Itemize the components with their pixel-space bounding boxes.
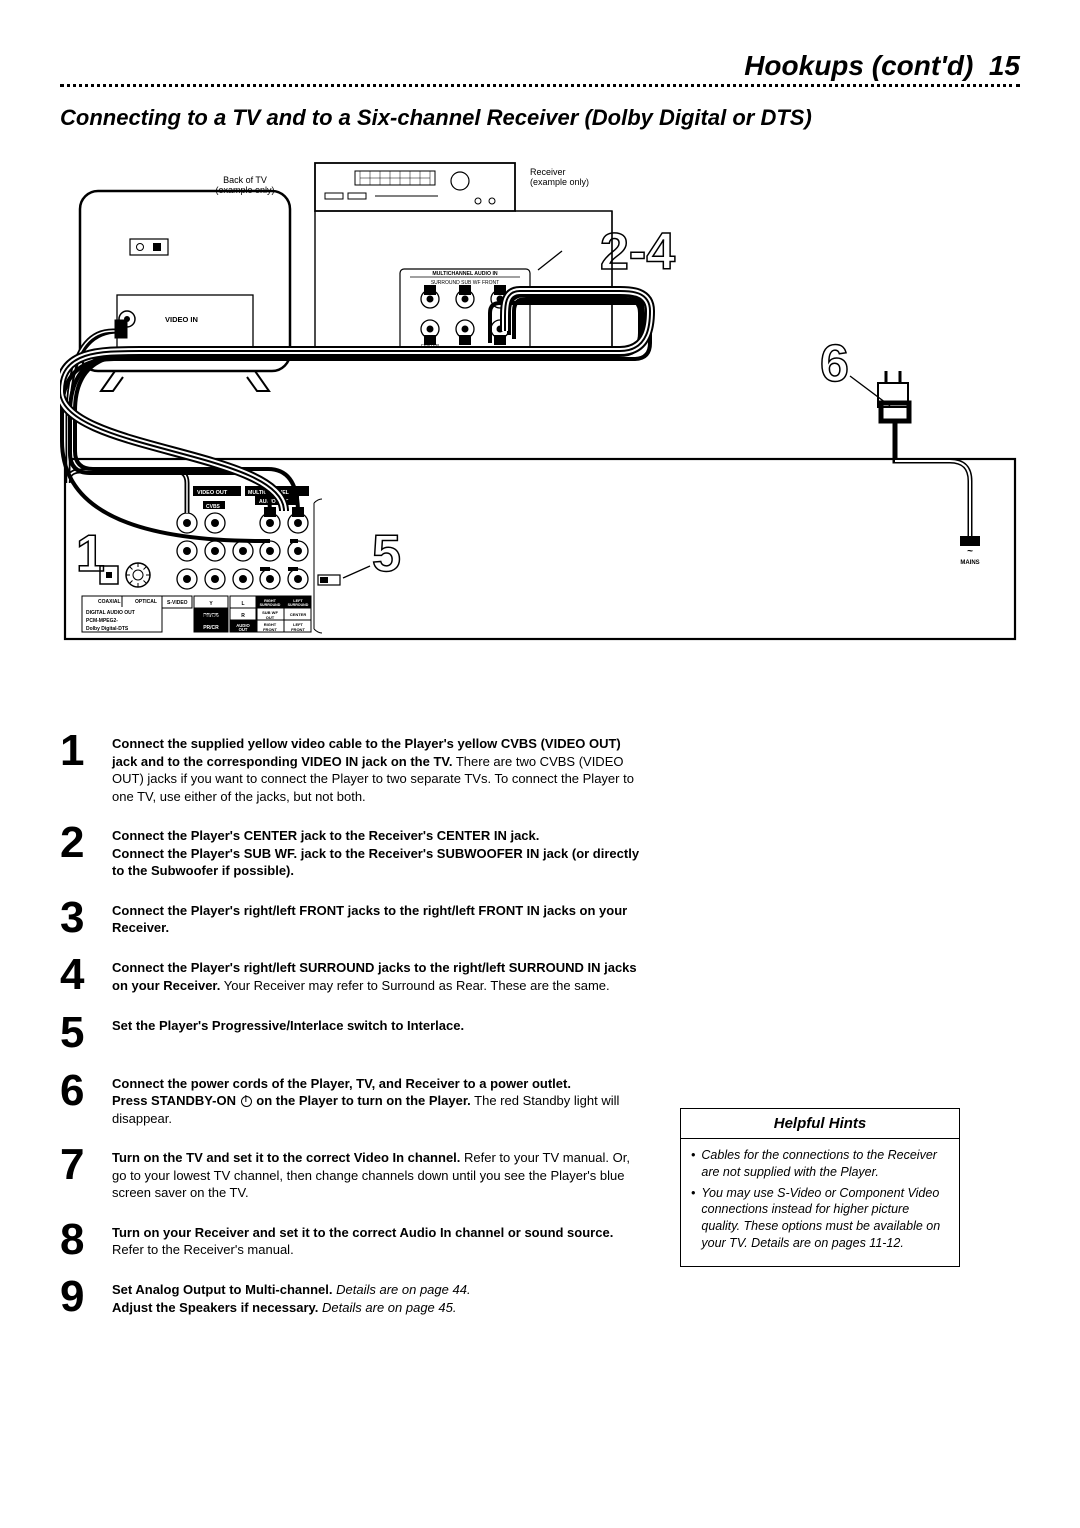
hints-body: Cables for the connections to the Receiv… [681,1139,959,1266]
diagram-svg: Back of TV (example only) VIDEO IN Recei… [60,151,1020,671]
hint-item: Cables for the connections to the Receiv… [691,1147,949,1181]
header-title: Hookups (cont'd) [744,50,973,81]
page-number: 15 [989,50,1020,81]
svg-text:S-VIDEO: S-VIDEO [167,600,188,606]
svg-text:OUT: OUT [266,615,275,620]
step-8: 8 Turn on your Receiver and set it to th… [60,1220,640,1260]
svg-text:6: 6 [820,335,849,393]
svg-text:Y: Y [209,601,213,607]
svg-text:R: R [241,613,245,619]
step-number: 4 [60,955,112,995]
page-header: Hookups (cont'd) 15 [60,50,1020,82]
step-number: 8 [60,1220,112,1260]
svg-text:FRONT: FRONT [291,627,305,632]
step-text: Connect the Player's right/left FRONT ja… [112,898,640,937]
svg-text:VIDEO OUT: VIDEO OUT [197,490,228,496]
svg-text:COAXIAL: COAXIAL [98,599,121,605]
player-back: COAXIAL OPTICAL DIGITAL AUDIO OUT PCM-MP… [65,459,1015,639]
helpful-hints-box: Helpful Hints Cables for the connections… [680,1108,960,1267]
callout-2-4: 2-4 [538,223,675,281]
svg-text:Receiver: Receiver [530,167,566,177]
step-number: 2 [60,823,112,863]
svg-text:FRONT: FRONT [263,627,277,632]
svg-text:SURROUND: SURROUND [260,603,281,607]
step-3: 3 Connect the Player's right/left FRONT … [60,898,640,938]
step-9: 9 Set Analog Output to Multi-channel. De… [60,1277,640,1317]
step-text: Connect the supplied yellow video cable … [112,731,640,805]
step-4: 4 Connect the Player's right/left SURROU… [60,955,640,995]
steps-list: 1 Connect the supplied yellow video cabl… [60,731,640,1317]
step-text: Set Analog Output to Multi-channel. Deta… [112,1277,471,1316]
svg-text:MULTICHANNEL AUDIO IN: MULTICHANNEL AUDIO IN [432,271,498,277]
svg-text:5: 5 [372,525,401,583]
step-5: 5 Set the Player's Progressive/Interlace… [60,1013,640,1053]
step-number: 3 [60,898,112,938]
step-number: 9 [60,1277,112,1317]
step-number: 5 [60,1013,112,1053]
power-icon [241,1096,252,1107]
svg-text:~: ~ [967,546,973,557]
hint-item: You may use S-Video or Component Video c… [691,1185,949,1253]
step-text: Connect the power cords of the Player, T… [112,1071,640,1128]
svg-text:DIGITAL AUDIO OUT: DIGITAL AUDIO OUT [86,610,135,616]
svg-text:CENTER: CENTER [290,612,307,617]
step-text: Connect the Player's right/left SURROUND… [112,955,640,994]
callout-6: 6 [820,335,890,406]
step-text: Set the Player's Progressive/Interlace s… [112,1013,464,1035]
step-6: 6 Connect the power cords of the Player,… [60,1071,640,1128]
step-number: 7 [60,1145,112,1185]
section-title: Connecting to a TV and to a Six-channel … [60,105,1020,131]
svg-text:OPTICAL: OPTICAL [135,599,157,605]
svg-text:CVBS: CVBS [206,504,221,510]
svg-text:PR/CR: PR/CR [203,625,219,631]
svg-text:L: L [241,601,244,607]
svg-text:(example only): (example only) [215,185,274,195]
hints-title: Helpful Hints [681,1109,959,1139]
step-number: 1 [60,731,112,771]
step-1: 1 Connect the supplied yellow video cabl… [60,731,640,805]
dotted-divider [60,84,1020,87]
step-text: Turn on the TV and set it to the correct… [112,1145,640,1202]
svg-text:2-4: 2-4 [600,223,675,281]
svg-text:1: 1 [76,525,105,583]
svg-text:Back of TV: Back of TV [223,175,267,185]
receiver: Receiver (example only) MULTICHANNEL AUD… [315,163,612,351]
svg-text:MAINS: MAINS [960,560,979,566]
cables [60,285,980,569]
connection-diagram: Back of TV (example only) VIDEO IN Recei… [60,151,1020,671]
step-text: Turn on your Receiver and set it to the … [112,1220,640,1259]
svg-text:Dolby Digital-DTS: Dolby Digital-DTS [86,626,129,632]
step-7: 7 Turn on the TV and set it to the corre… [60,1145,640,1202]
svg-text:(example only): (example only) [530,177,589,187]
svg-text:VIDEO IN: VIDEO IN [165,315,198,324]
step-text: Connect the Player's CENTER jack to the … [112,823,640,880]
step-number: 6 [60,1071,112,1111]
svg-text:PCM-MPEG2-: PCM-MPEG2- [86,618,118,624]
svg-text:VIDEO OUT: VIDEO OUT [196,613,221,618]
callout-5: 5 [343,525,401,583]
step-2: 2 Connect the Player's CENTER jack to th… [60,823,640,880]
svg-text:SURROUND: SURROUND [288,603,309,607]
svg-text:OUT: OUT [239,627,248,632]
